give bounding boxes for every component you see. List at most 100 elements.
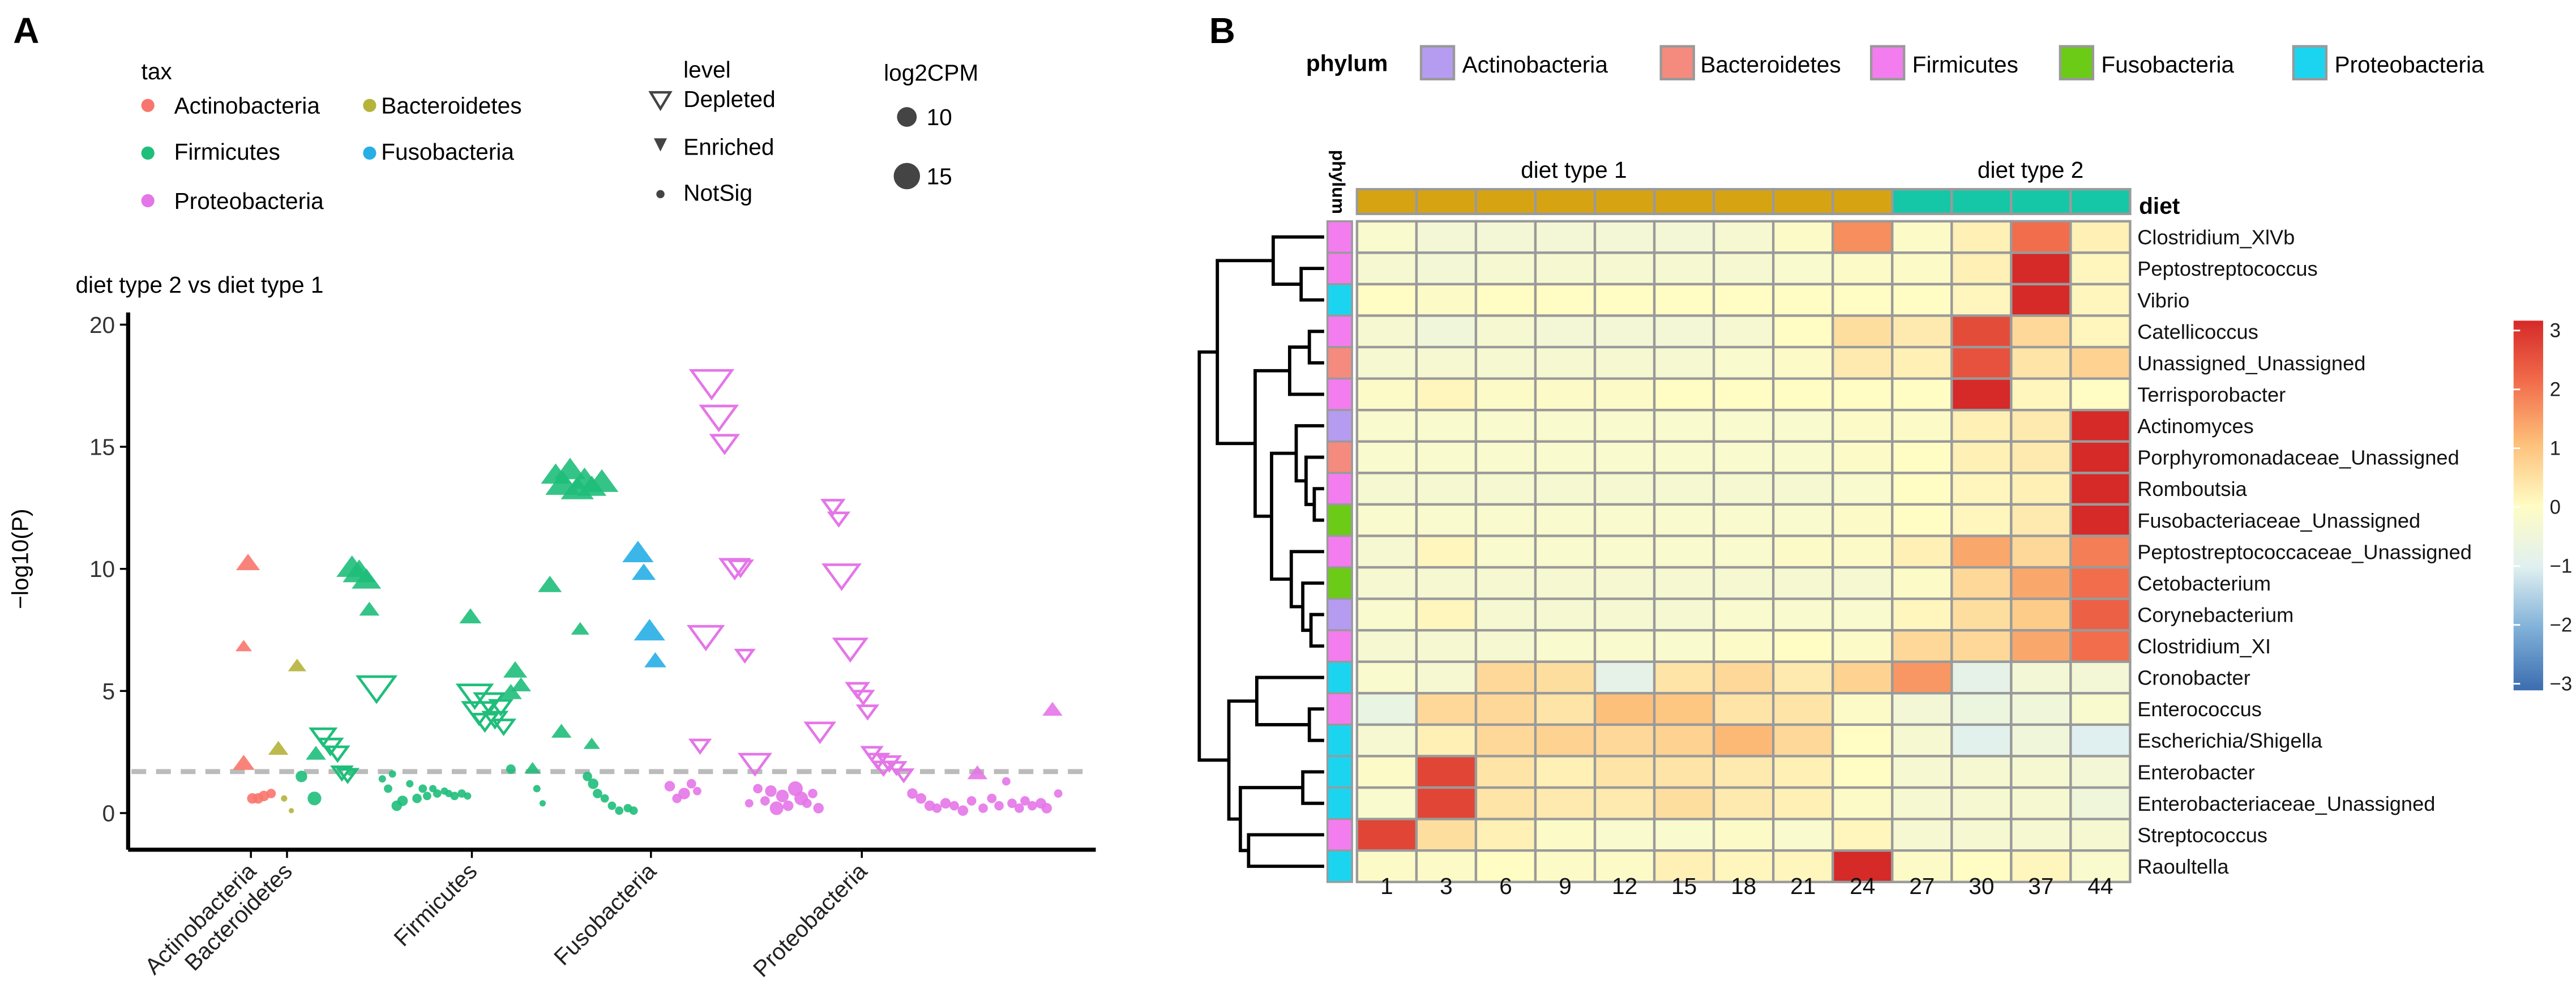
- heatmap-cell: [1593, 723, 1656, 758]
- level-legend-enriched-label: Enriched: [683, 134, 774, 160]
- heatmap-cell: [2069, 849, 2132, 883]
- heatmap-cell: [1712, 220, 1775, 254]
- heatmap-cell: [1653, 345, 1715, 380]
- heatmap-row-labels: Clostridium_XlVb Peptostreptococcus Vibrio…: [2137, 226, 2472, 878]
- heatmap-cell: [2010, 597, 2072, 632]
- heatmap-cell: [1712, 534, 1775, 569]
- point-proteobacteria-notsig: [776, 789, 789, 802]
- heatmap-cell: [1355, 283, 1418, 317]
- point-proteobacteria-notsig: [987, 793, 997, 803]
- point-actinobacteria-notsig: [266, 789, 276, 798]
- point-proteobacteria-enriched: [1042, 702, 1063, 716]
- point-proteobacteria-notsig: [915, 793, 927, 804]
- phylum-annotation-cell: [1326, 377, 1353, 411]
- point-proteobacteria-notsig: [907, 788, 918, 799]
- heatmap-cell: [1534, 472, 1597, 506]
- heatmap-cell: [1772, 283, 1834, 317]
- point-proteobacteria-depleted: [699, 404, 739, 433]
- heatmap-cell: [1355, 786, 1418, 820]
- heatmap-cell: [2069, 818, 2132, 852]
- heatmap-cell: [1474, 283, 1537, 317]
- heatmap-cell: [1772, 503, 1834, 537]
- column-label: 3: [1440, 873, 1453, 899]
- panel-b-label: B: [1209, 10, 1235, 51]
- heatmap-cell: [1712, 440, 1775, 474]
- manhattan-title: diet type 2 vs diet type 1: [75, 272, 323, 298]
- diet-annotation-cell: [1593, 188, 1656, 215]
- diet-annotation-title: diet: [2139, 193, 2180, 219]
- point-firmicutes-notsig: [600, 794, 609, 803]
- heatmap-cell: [1950, 755, 2013, 789]
- phylum-annotation-cell: [1326, 440, 1353, 474]
- point-firmicutes-notsig: [450, 792, 459, 801]
- point-fusobacteria-enriched: [622, 541, 654, 563]
- heatmap-cell: [1593, 251, 1656, 286]
- phylum-annotation-cell: [1326, 597, 1353, 631]
- point-proteobacteria-notsig: [686, 779, 696, 789]
- point-proteobacteria-notsig: [808, 789, 818, 798]
- point-firmicutes-notsig: [418, 784, 427, 793]
- heatmap-cell: [1891, 723, 1953, 758]
- heatmap-cell: [1653, 629, 1715, 663]
- heatmap-cell: [1534, 314, 1597, 349]
- phylum-legend-fusobacteria-key: [2059, 45, 2095, 80]
- column-label: 30: [1969, 873, 1994, 899]
- heatmap-cell: [1415, 566, 1478, 600]
- row-annotation-title: phylum: [1328, 150, 1349, 214]
- phylum-legend-proteobacteria-label: Proteobacteria: [2334, 52, 2484, 78]
- heatmap-cell: [1355, 377, 1418, 412]
- point-firmicutes-depleted: [356, 675, 398, 704]
- heatmap-cell: [2069, 472, 2132, 506]
- phylum-legend: phylum Actinobacteria Bacteroidetes Firm…: [1306, 45, 2484, 80]
- heatmap-cell: [2069, 251, 2132, 286]
- point-proteobacteria-notsig: [813, 803, 824, 814]
- diet-annotation-cell: [1653, 188, 1715, 215]
- heatmap-cell: [1712, 472, 1775, 506]
- heatmap-cell: [1593, 314, 1656, 349]
- point-firmicutes-notsig: [296, 771, 307, 782]
- tax-legend-bacteroidetes-label: Bacteroidetes: [381, 93, 521, 119]
- heatmap-cell: [1355, 472, 1418, 506]
- tax-legend-fusobacteria-key: [363, 146, 376, 160]
- heatmap-cell: [1415, 786, 1478, 820]
- heatmap-cell: [2069, 345, 2132, 380]
- phylum-annotation-cell: [1326, 534, 1353, 568]
- heatmap-cell: [2010, 818, 2072, 852]
- tax-legend-actinobacteria-label: Actinobacteria: [174, 93, 320, 119]
- point-firmicutes-notsig: [406, 780, 414, 788]
- point-proteobacteria-notsig: [744, 799, 754, 808]
- heatmap-cell: [1534, 597, 1597, 632]
- heatmap-cell: [1950, 503, 2013, 537]
- row-label: Escherichia/Shigella: [2137, 729, 2322, 752]
- phylum-legend-actinobacteria-label: Actinobacteria: [1462, 52, 1608, 78]
- heatmap-cell: [1534, 566, 1597, 600]
- diet-annotation-cell: [1474, 188, 1537, 215]
- point-proteobacteria-depleted: [686, 625, 725, 652]
- point-firmicutes-enriched: [503, 661, 528, 678]
- diet-annotation-cell: [2010, 188, 2072, 215]
- point-firmicutes-notsig: [388, 770, 396, 778]
- heatmap-cell: [1474, 377, 1537, 412]
- heatmap-cell: [1534, 660, 1597, 695]
- tax-legend-firmicutes-key: [141, 146, 155, 160]
- heatmap-cell: [1474, 818, 1537, 852]
- heatmap-cell: [1355, 409, 1418, 443]
- point-proteobacteria-notsig: [949, 801, 959, 811]
- diet-annotation-cell: [1712, 188, 1775, 215]
- phylum-annotation-bar: [1326, 220, 1353, 883]
- dendrogram-link: [1271, 235, 1324, 286]
- heatmap-cell: [2010, 283, 2072, 317]
- heatmap-cell: [1950, 220, 2013, 254]
- point-firmicutes-notsig: [629, 806, 638, 815]
- point-firmicutes-enriched: [511, 677, 532, 691]
- phylum-legend-title: phylum: [1306, 50, 1388, 76]
- phylum-annotation-cell: [1326, 724, 1353, 758]
- point-proteobacteria-notsig: [1020, 796, 1030, 806]
- heatmap-cell: [1653, 534, 1715, 569]
- heatmap-cell: [1653, 755, 1715, 789]
- heatmap-cell: [1653, 692, 1715, 726]
- point-firmicutes-notsig: [412, 793, 422, 803]
- heatmap-cell: [1415, 692, 1478, 726]
- point-firmicutes-notsig: [539, 800, 546, 807]
